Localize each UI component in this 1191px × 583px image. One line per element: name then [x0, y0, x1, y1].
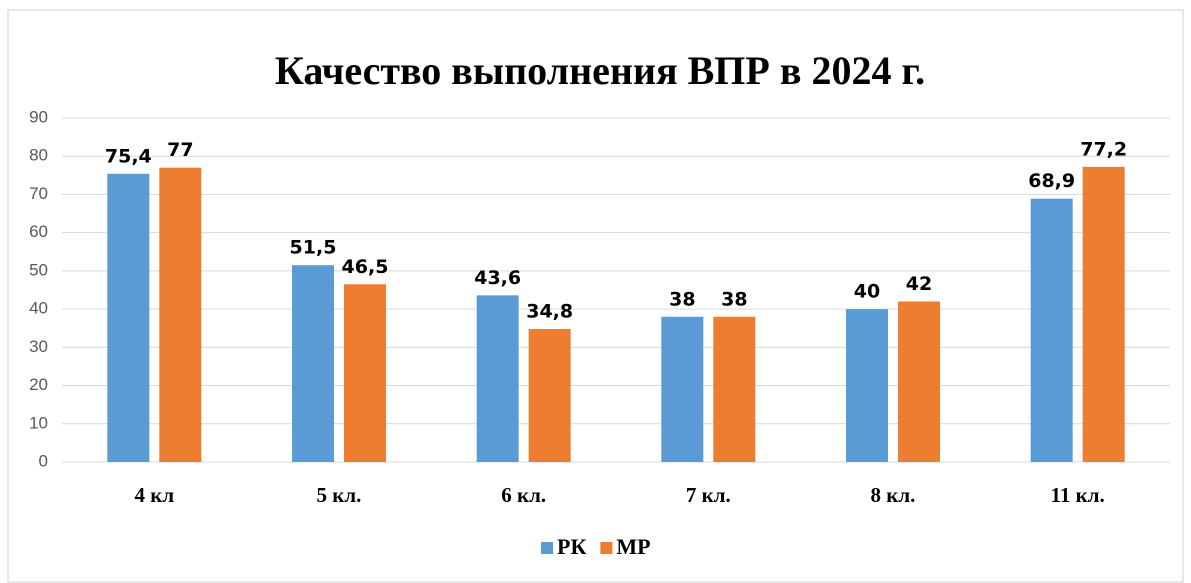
y-tick-label: 80: [29, 146, 48, 165]
y-tick-label: 90: [29, 107, 48, 126]
x-tick-label: 7 кл.: [686, 483, 731, 507]
bar: [159, 167, 202, 462]
data-label: 42: [906, 273, 932, 295]
y-tick-label: 20: [29, 375, 48, 394]
y-tick-label: 0: [39, 451, 48, 470]
bar: [344, 284, 386, 462]
chart-title: Качество выполнения ВПР в 2024 г.: [275, 48, 925, 93]
data-label: 51,5: [290, 237, 337, 259]
data-label: 77: [167, 139, 193, 161]
bar: [898, 301, 940, 462]
bar: [476, 295, 519, 462]
bar: [713, 316, 756, 462]
legend-label: РК: [557, 534, 586, 559]
y-tick-label: 50: [29, 260, 48, 279]
data-label: 38: [721, 288, 747, 310]
legend-label: МР: [616, 534, 650, 559]
bar: [107, 173, 150, 462]
x-tick-label: 8 кл.: [871, 483, 916, 507]
legend-swatch: [600, 542, 613, 554]
bar: [292, 265, 334, 462]
x-tick-label: 5 кл.: [317, 483, 362, 507]
x-tick-label: 4 кл: [135, 483, 175, 507]
data-label: 38: [669, 288, 695, 310]
bar: [1030, 198, 1073, 462]
data-label: 40: [854, 281, 880, 303]
legend-swatch: [541, 542, 553, 554]
data-label: 77,2: [1080, 138, 1127, 160]
data-label: 34,8: [526, 300, 573, 322]
data-label: 68,9: [1028, 170, 1075, 192]
data-label: 43,6: [474, 267, 521, 289]
x-tick-label: 11 кл.: [1051, 483, 1105, 507]
bar: [528, 328, 571, 462]
y-tick-label: 10: [29, 413, 48, 432]
chart-frame: [7, 9, 1184, 583]
y-tick-label: 70: [29, 184, 48, 203]
data-label: 46,5: [342, 256, 389, 278]
bar: [846, 309, 888, 462]
y-tick-label: 30: [29, 337, 48, 356]
y-tick-label: 60: [29, 222, 48, 241]
bar: [1082, 166, 1125, 462]
y-tick-label: 40: [29, 299, 48, 318]
x-tick-label: 6 кл.: [501, 483, 546, 507]
bar: [661, 316, 704, 462]
data-label: 75,4: [105, 145, 152, 167]
